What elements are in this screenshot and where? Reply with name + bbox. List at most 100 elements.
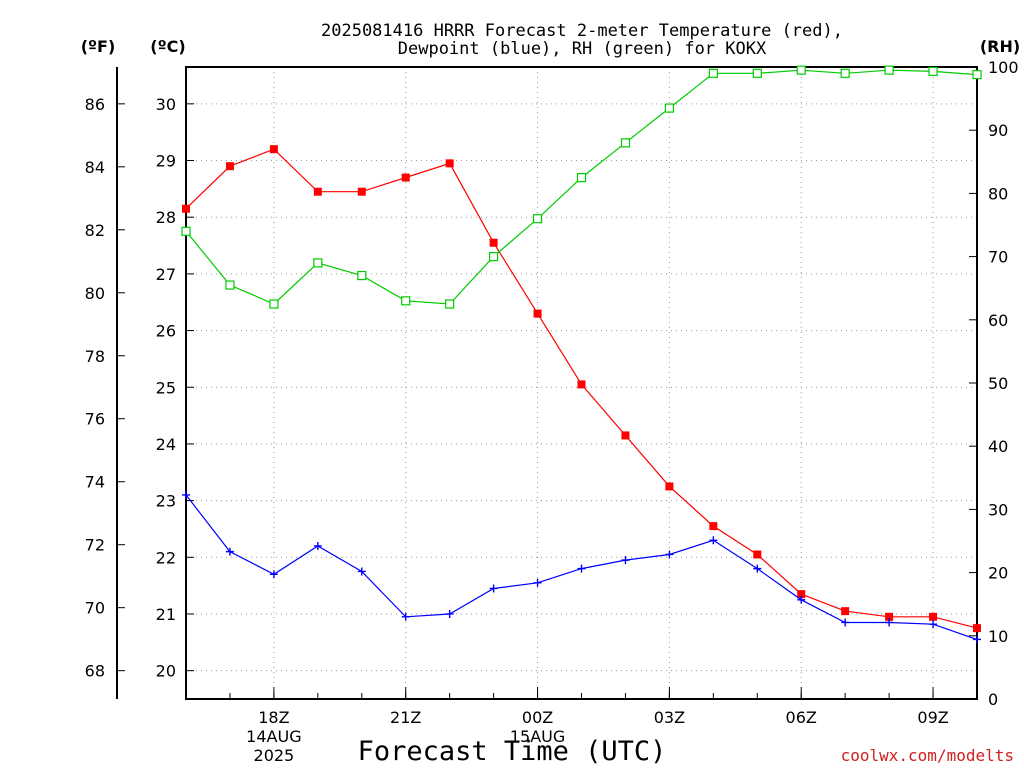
celsius-tick-label: 20 bbox=[156, 662, 176, 681]
rh-point bbox=[269, 299, 279, 309]
temperature-point bbox=[489, 238, 498, 247]
chart-title-line-2: Dewpoint (blue), RH (green) for KOKX bbox=[398, 39, 767, 59]
x-tick-label: 2025 bbox=[254, 746, 295, 765]
celsius-tick-label: 27 bbox=[156, 265, 176, 284]
rh-point bbox=[840, 68, 850, 78]
rh-unit-label: (RH) bbox=[980, 37, 1020, 56]
fahrenheit-tick-label: 72 bbox=[85, 536, 105, 555]
temperature-point bbox=[445, 159, 454, 168]
dewpoint-point bbox=[841, 618, 850, 627]
rh-point bbox=[928, 66, 938, 77]
rh-point bbox=[708, 68, 718, 78]
temperature-point bbox=[225, 162, 234, 171]
temperature-point bbox=[313, 187, 322, 196]
data-series bbox=[181, 65, 982, 644]
celsius-tick-label: 25 bbox=[156, 378, 176, 397]
fahrenheit-tick-label: 74 bbox=[85, 473, 105, 492]
chart-title-line-1: 2025081416 HRRR Forecast 2-meter Tempera… bbox=[321, 21, 843, 41]
dewpoint-point bbox=[445, 609, 454, 618]
rh-point bbox=[401, 296, 411, 306]
temperature-point bbox=[885, 612, 894, 621]
dewpoint-point bbox=[357, 567, 366, 576]
rh-point bbox=[620, 138, 631, 148]
dewpoint-point bbox=[753, 564, 762, 573]
fahrenheit-tick-label: 82 bbox=[85, 221, 105, 240]
fahrenheit-tick-label: 70 bbox=[85, 599, 105, 618]
temperature-point bbox=[841, 607, 850, 616]
temperature-point bbox=[182, 204, 190, 213]
x-tick-label: 14AUG bbox=[246, 727, 301, 746]
temperature-point bbox=[357, 187, 366, 196]
dewpoint-point bbox=[182, 490, 190, 499]
grid-lines bbox=[186, 67, 977, 699]
rh-line bbox=[185, 69, 978, 305]
rh-point bbox=[884, 65, 894, 75]
rh-point bbox=[445, 299, 455, 309]
celsius-tick-label: 29 bbox=[156, 152, 176, 171]
dewpoint-point bbox=[797, 595, 806, 604]
x-tick-label: 00Z bbox=[522, 708, 553, 727]
temperature-point bbox=[929, 612, 938, 621]
dewpoint-point bbox=[885, 618, 894, 627]
dewpoint-point bbox=[973, 635, 981, 644]
fahrenheit-unit-label: (ºF) bbox=[81, 37, 116, 56]
fahrenheit-tick-label: 84 bbox=[85, 158, 105, 177]
x-tick-label: 18Z bbox=[258, 708, 289, 727]
temperature-point bbox=[797, 590, 806, 599]
rh-tick-label: 80 bbox=[988, 184, 1008, 203]
rh-tick-label: 10 bbox=[988, 627, 1008, 646]
temperature-line bbox=[185, 148, 978, 629]
temperature-point bbox=[621, 431, 630, 440]
celsius-tick-label: 21 bbox=[156, 605, 176, 624]
x-axis-label: Forecast Time (UTC) bbox=[358, 736, 667, 767]
dewpoint-point bbox=[489, 584, 498, 593]
x-tick-label: 06Z bbox=[786, 708, 817, 727]
temperature-point bbox=[709, 522, 718, 531]
rh-point bbox=[532, 214, 543, 224]
temperature-point bbox=[533, 309, 542, 318]
dewpoint-point bbox=[269, 570, 278, 579]
rh-point bbox=[357, 270, 367, 281]
dewpoint-point bbox=[225, 547, 234, 556]
temperature-point bbox=[665, 482, 674, 491]
dewpoint-point bbox=[621, 556, 630, 565]
fahrenheit-tick-label: 68 bbox=[85, 662, 105, 681]
x-tick-label: 09Z bbox=[917, 708, 948, 727]
celsius-tick-label: 30 bbox=[156, 95, 176, 114]
temperature-point bbox=[269, 145, 278, 154]
celsius-tick-label: 28 bbox=[156, 208, 176, 227]
celsius-tick-label: 24 bbox=[156, 435, 176, 454]
temperature-point bbox=[577, 380, 586, 389]
temperature-point bbox=[973, 624, 981, 633]
rh-point bbox=[489, 252, 499, 262]
rh-point bbox=[664, 103, 674, 113]
rh-point bbox=[576, 173, 587, 183]
axis-ticks: 20 21 22 23 24 25 26 27 28 29 30 68 70 72 74 76 78 80 82 84… bbox=[85, 58, 1019, 765]
rh-tick-label: 0 bbox=[988, 690, 998, 709]
dewpoint-point bbox=[313, 541, 322, 550]
fahrenheit-tick-label: 76 bbox=[85, 410, 105, 429]
rh-point bbox=[225, 280, 235, 290]
rh-point bbox=[972, 69, 982, 80]
rh-tick-label: 60 bbox=[988, 311, 1008, 330]
credit-link[interactable]: coolwx.com/modelts bbox=[841, 746, 1014, 765]
celsius-tick-label: 23 bbox=[156, 492, 176, 511]
x-tick-label: 15AUG bbox=[510, 727, 565, 746]
dewpoint-point bbox=[929, 620, 938, 629]
fahrenheit-tick-label: 78 bbox=[85, 347, 105, 366]
temperature-point bbox=[401, 173, 410, 182]
rh-point bbox=[796, 65, 806, 75]
rh-tick-label: 40 bbox=[988, 437, 1008, 456]
rh-tick-label: 30 bbox=[988, 500, 1008, 519]
rh-point bbox=[752, 68, 762, 78]
rh-tick-label: 20 bbox=[988, 564, 1008, 583]
rh-tick-label: 50 bbox=[988, 374, 1008, 393]
x-tick-label: 03Z bbox=[654, 708, 685, 727]
rh-point bbox=[181, 226, 191, 236]
dewpoint-point bbox=[533, 578, 542, 587]
dewpoint-point bbox=[709, 536, 718, 545]
temperature-point bbox=[753, 550, 762, 559]
dewpoint-point bbox=[577, 564, 586, 573]
fahrenheit-tick-label: 86 bbox=[85, 95, 105, 114]
